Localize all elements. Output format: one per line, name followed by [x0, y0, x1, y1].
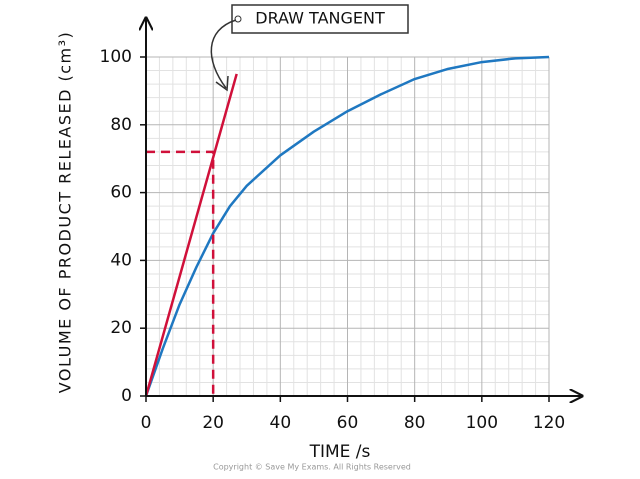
grid [145, 56, 550, 397]
footer: Copyright © Save My Exams. All Rights Re… [213, 463, 411, 472]
y-axis-label: VOLUME OF PRODUCT RELEASED (cm³) [56, 31, 75, 394]
annotation-pin [234, 15, 242, 23]
x-tick-label: 0 [141, 413, 152, 433]
y-tick-label: 40 [110, 250, 132, 270]
x-tick-label: 120 [533, 413, 565, 433]
annotation: DRAW TANGENT [255, 9, 385, 28]
y-tick-label: 0 [121, 386, 132, 406]
x-tick-label: 40 [270, 413, 292, 433]
y-tick-label: 100 [100, 47, 132, 67]
annotation-arrow [210, 19, 237, 89]
x-tick-label: 80 [404, 413, 426, 433]
line [144, 55, 550, 397]
annotation-arrowhead [215, 75, 229, 92]
y-tick-label: 20 [110, 318, 132, 338]
x-tick-label: 60 [337, 413, 359, 433]
line [144, 73, 238, 397]
dashed-line [146, 150, 215, 396]
x-axis-label: TIME /s [309, 442, 371, 462]
y-tick-label: 60 [110, 183, 132, 203]
annotation-box [231, 4, 409, 34]
y-tick-label: 80 [110, 115, 132, 135]
marks [144, 55, 550, 397]
x-tick-label: 100 [466, 413, 498, 433]
x-tick-label: 20 [202, 413, 224, 433]
